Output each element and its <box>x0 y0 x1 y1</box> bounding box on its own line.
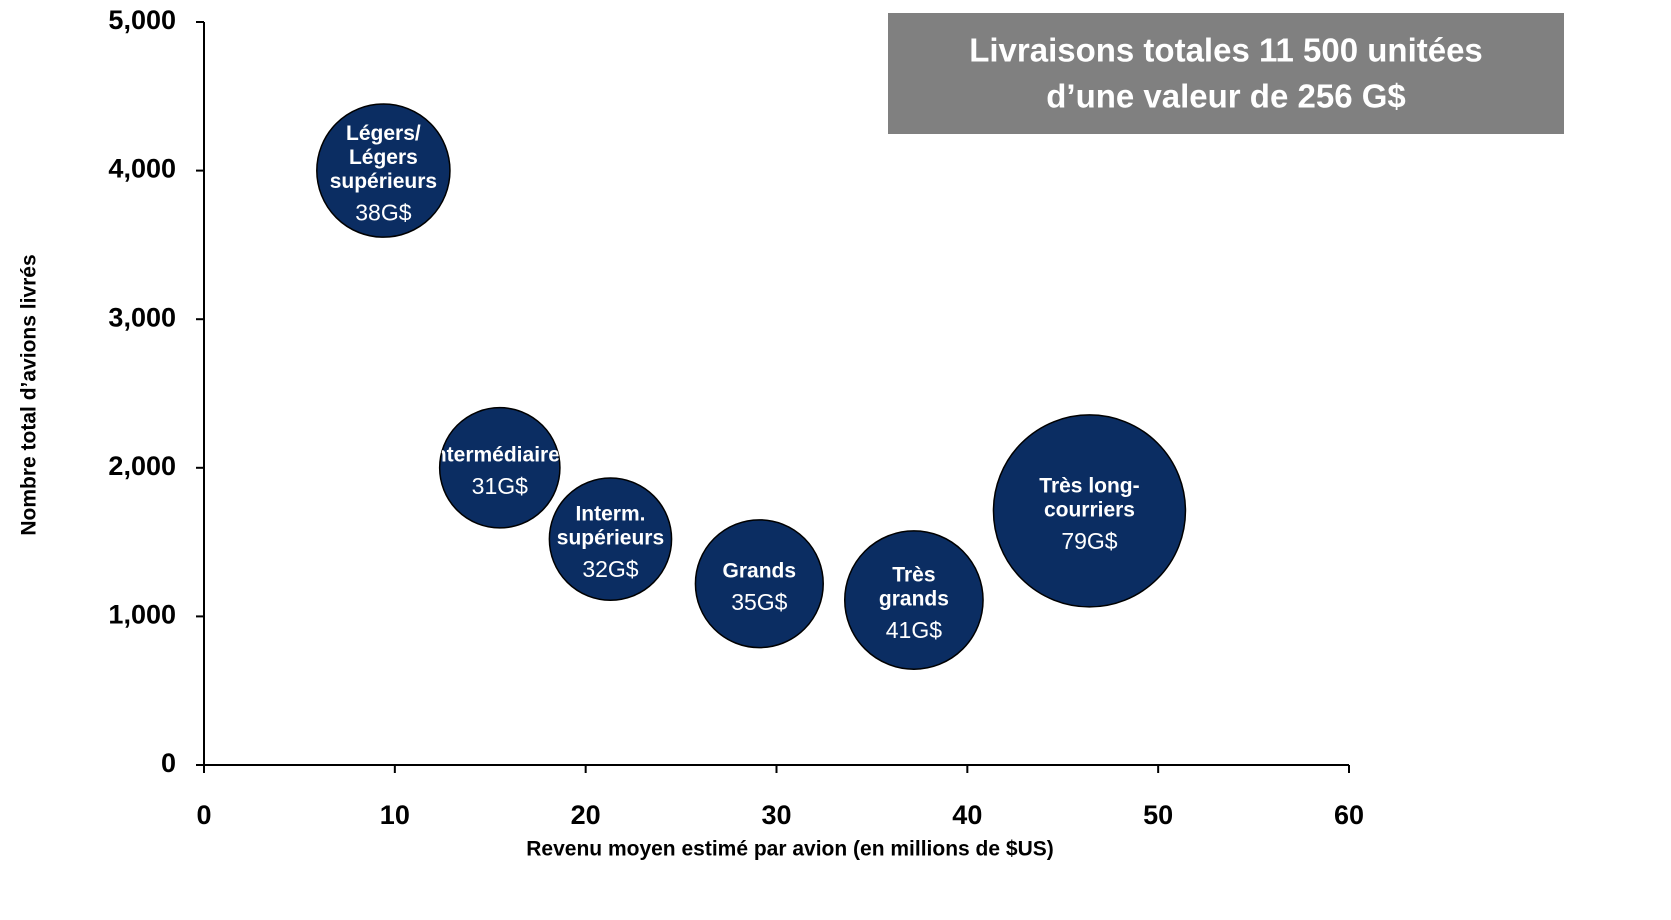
bubble-label: Très <box>892 564 935 587</box>
value-label: 32G$ <box>582 556 638 582</box>
value-label: 79G$ <box>1061 528 1117 554</box>
bubble <box>316 103 451 238</box>
x-tick-label: 20 <box>571 800 601 830</box>
bubble-label-group: Intermédiaires 31G$ <box>428 443 572 499</box>
bubble <box>843 530 984 670</box>
value-label: 38G$ <box>355 200 411 226</box>
bubble <box>694 519 824 649</box>
x-axis-title: Revenu moyen estimé par avion (en millio… <box>526 838 1053 861</box>
x-tick-label: 40 <box>952 800 982 830</box>
bubble <box>438 406 561 529</box>
bubble <box>992 414 1187 608</box>
bubble-label: supérieurs <box>557 527 664 550</box>
bubble-label: Grands <box>723 559 797 582</box>
bubble-label: Intermédiaires <box>428 443 572 466</box>
value-label: 35G$ <box>731 589 787 615</box>
annotation-box <box>888 13 1564 134</box>
y-tick-label: 1,000 <box>108 600 176 630</box>
bubble-label: supérieurs <box>330 170 437 193</box>
x-tick-label: 50 <box>1143 800 1173 830</box>
y-tick-label: 3,000 <box>108 302 176 332</box>
x-tick-label: 60 <box>1334 800 1364 830</box>
bubble-label: courriers <box>1044 498 1135 521</box>
bubble-label: Interm. <box>575 503 645 526</box>
annotation: Livraisons totales 11 500 unitées <box>969 32 1483 69</box>
x-tick-label: 10 <box>380 800 410 830</box>
y-tick-label: 4,000 <box>108 154 176 184</box>
annotation: d’une valeur de 256 G$ <box>1046 78 1406 115</box>
value-label: 31G$ <box>472 473 528 499</box>
bubble-label-group: Grands 35G$ <box>723 559 797 615</box>
value-label: 41G$ <box>886 617 942 643</box>
bubble-label-group: Très long-courriers 79G$ <box>1039 474 1139 554</box>
bubble-label: Légers <box>349 146 418 169</box>
y-tick-label: 2,000 <box>108 451 176 481</box>
bubble-label: Très long- <box>1039 474 1139 497</box>
y-tick-label: 5,000 <box>108 5 176 35</box>
x-tick-label: 30 <box>761 800 791 830</box>
y-tick-label: 0 <box>161 748 176 778</box>
bubble-label: Légers/ <box>346 122 421 145</box>
y-axis-title: Nombre total d’avions livrés <box>18 254 41 535</box>
x-tick-label: 0 <box>196 800 211 830</box>
bubble-label: grands <box>879 588 949 611</box>
bubble-label-group: Interm.supérieurs 32G$ <box>557 503 664 583</box>
bubble <box>548 477 673 601</box>
